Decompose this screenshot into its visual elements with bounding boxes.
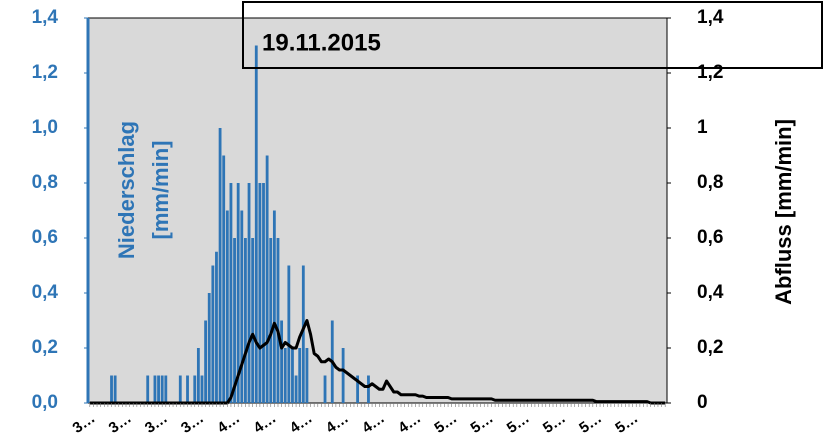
bar xyxy=(280,320,284,403)
bar xyxy=(251,238,255,403)
bar xyxy=(262,183,265,403)
bar xyxy=(186,375,189,403)
bar xyxy=(218,128,222,403)
x-tick-label: 5… xyxy=(431,410,460,437)
y-tick-label: 1,0 xyxy=(32,117,58,138)
bar xyxy=(247,183,251,403)
x-tick-label: 3… xyxy=(142,410,171,437)
bar xyxy=(215,251,218,403)
bar xyxy=(367,375,370,403)
y-tick-label: 1,4 xyxy=(32,7,59,28)
bar xyxy=(153,375,157,403)
bar xyxy=(265,155,269,403)
x-tick-label: 5… xyxy=(468,410,497,437)
line xyxy=(89,319,666,405)
plot-area xyxy=(87,17,668,404)
bar xyxy=(283,348,287,403)
bar xyxy=(200,375,204,403)
bar xyxy=(258,183,262,403)
x-tick-label: 4… xyxy=(395,410,424,437)
x-tick-label: 5… xyxy=(576,410,605,437)
bar xyxy=(211,265,215,403)
y2-tick-label: 0 xyxy=(697,392,708,413)
bar xyxy=(196,348,200,403)
x-tick-label: 3… xyxy=(178,410,207,437)
bar xyxy=(178,375,182,403)
bar xyxy=(291,348,294,403)
bar xyxy=(233,238,236,403)
bar xyxy=(276,238,280,403)
bar xyxy=(222,155,226,403)
x-tick-label: 5… xyxy=(612,410,641,437)
y2-tick-label: 1,4 xyxy=(697,7,724,28)
y2-axis-title: Abfluss [mm/min] xyxy=(771,119,796,305)
bar xyxy=(298,348,302,403)
x-tick-label: 4… xyxy=(214,410,243,437)
y-tick-label: 0,6 xyxy=(32,227,58,248)
bar xyxy=(341,348,345,403)
bar xyxy=(193,375,197,403)
bar xyxy=(272,210,276,403)
y-tick-label: 0,4 xyxy=(32,282,59,303)
bar xyxy=(301,265,305,403)
x-tick-label: 4… xyxy=(323,410,352,437)
date-box xyxy=(242,1,823,69)
x-tick-label: 3… xyxy=(70,410,99,437)
x-tick-label: 3… xyxy=(106,410,135,437)
bar xyxy=(207,293,211,403)
bar xyxy=(244,238,247,403)
y-axis-title: [mm/min] xyxy=(148,141,173,240)
bar xyxy=(356,375,360,403)
bar xyxy=(240,210,244,403)
y2-tick-label: 1 xyxy=(697,117,708,138)
y-tick-label: 1,2 xyxy=(32,62,58,83)
bar xyxy=(225,210,229,403)
chart-title: 19.11.2015 xyxy=(262,29,381,56)
bar xyxy=(254,45,258,403)
bar xyxy=(157,375,160,403)
x-tick-label: 5… xyxy=(540,410,569,437)
y-axis-title: Niederschlag xyxy=(114,121,139,259)
x-tick-label: 4… xyxy=(359,410,388,437)
bar xyxy=(229,183,233,403)
bar xyxy=(294,375,298,403)
bar xyxy=(113,375,117,403)
y-tick-label: 0,8 xyxy=(32,172,58,193)
bar xyxy=(305,348,309,403)
x-tick-label: 5… xyxy=(504,410,533,437)
bar xyxy=(236,183,240,403)
bar xyxy=(160,375,164,403)
y2-tick-label: 0,4 xyxy=(697,282,724,303)
bar xyxy=(110,375,113,403)
y2-tick-label: 0,8 xyxy=(697,172,723,193)
y2-tick-label: 0,2 xyxy=(697,337,723,358)
bar xyxy=(287,265,291,403)
bar xyxy=(269,238,273,403)
y-tick-label: 0,0 xyxy=(32,392,58,413)
y2-tick-label: 0,6 xyxy=(697,227,723,248)
bar xyxy=(204,320,208,403)
y2-tick-label: 1,2 xyxy=(697,62,723,83)
x-tick-label: 4… xyxy=(287,410,316,437)
bar xyxy=(323,375,327,403)
y-tick-label: 0,2 xyxy=(32,337,58,358)
x-tick-label: 4… xyxy=(250,410,279,437)
bar xyxy=(146,375,150,403)
bar xyxy=(164,375,168,403)
